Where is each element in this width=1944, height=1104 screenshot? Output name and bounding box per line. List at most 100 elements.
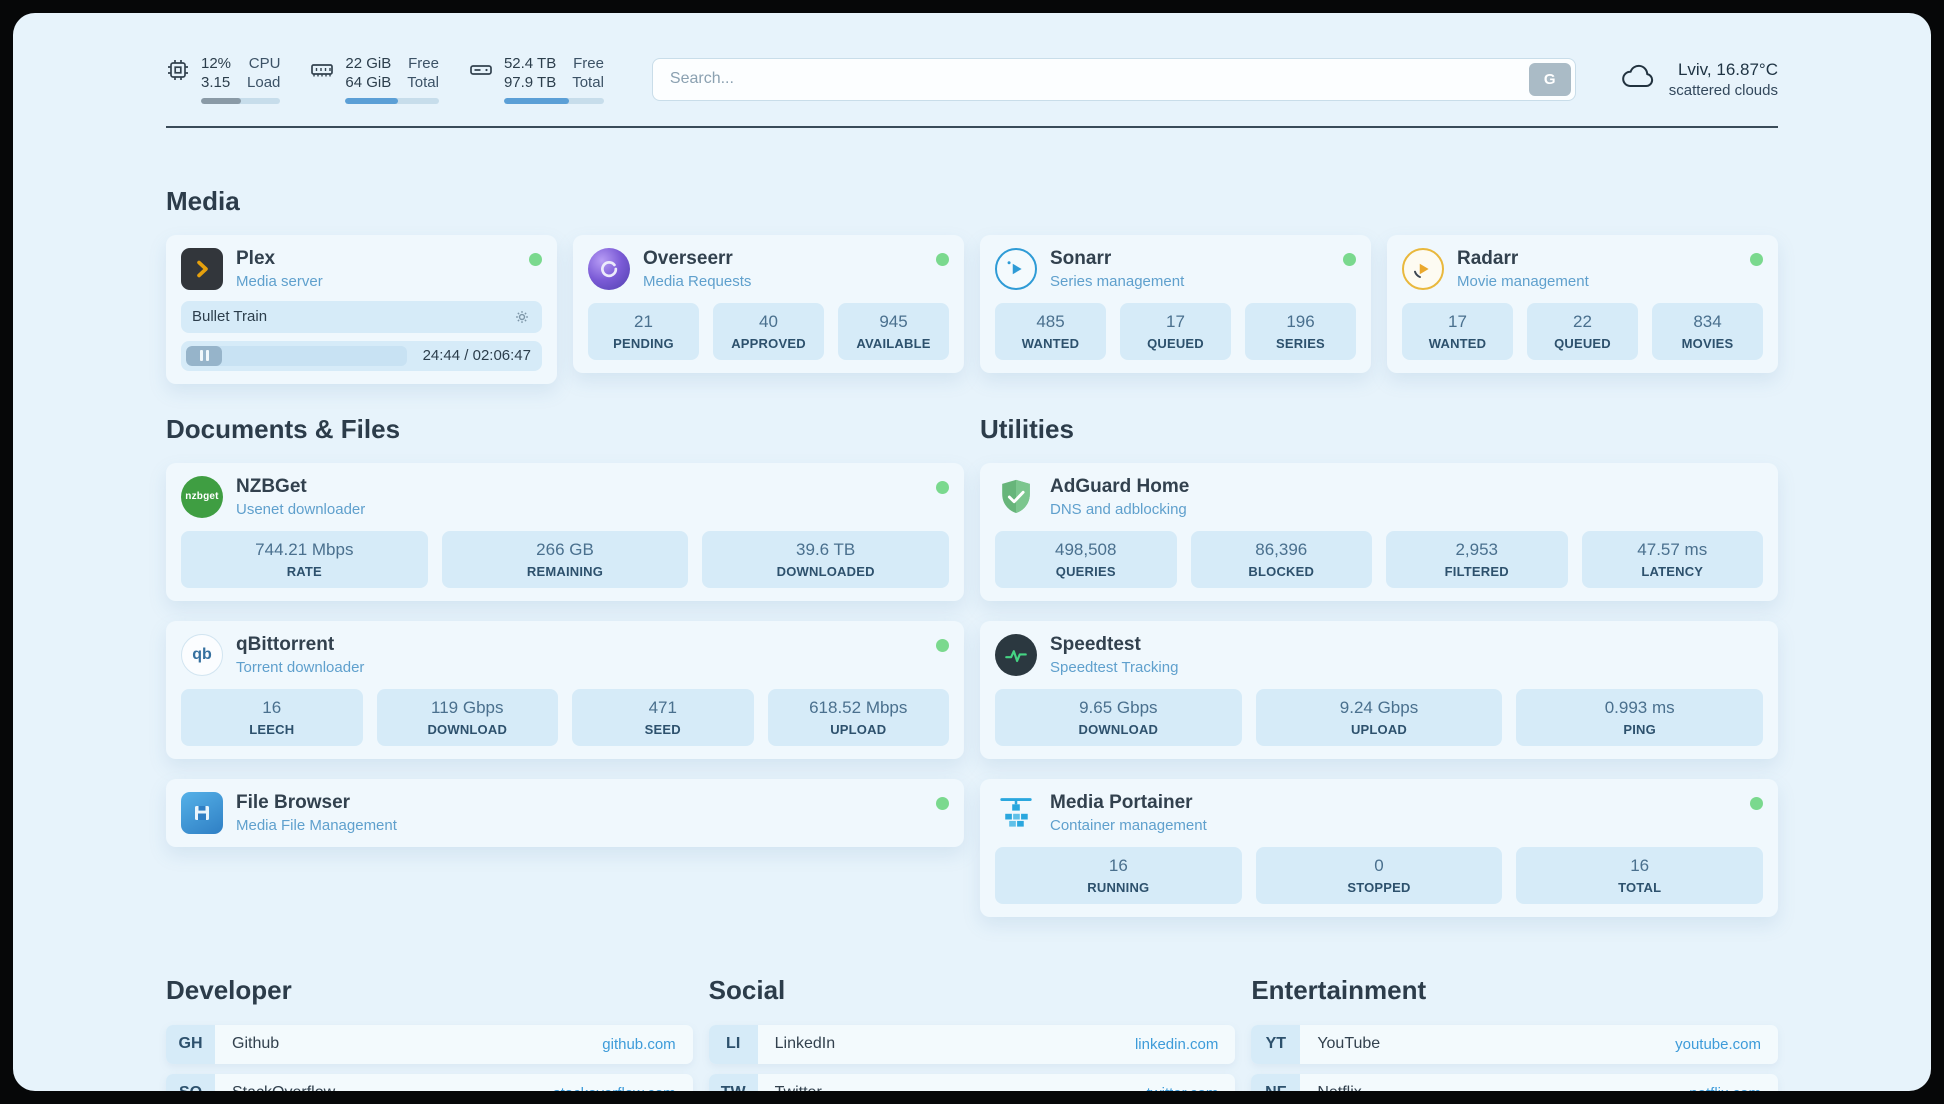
stat-label: RUNNING [1087, 879, 1150, 895]
bookmark-link-linkedin[interactable]: LI LinkedIn linkedin.com [708, 1024, 1236, 1064]
stat-value: 834 [1693, 311, 1722, 331]
service-card-portainer[interactable]: Media Portainer Container management 16 … [980, 778, 1778, 917]
service-subtitle: DNS and adblocking [1050, 500, 1187, 518]
stat-label: TOTAL [1618, 879, 1662, 895]
stat-label: AVAILABLE [856, 335, 931, 351]
search-input[interactable] [651, 57, 1576, 101]
bookmark-group-entertainment: Entertainment YT YouTube youtube.com NF … [1251, 975, 1778, 1091]
stat-chip: 16 TOTAL [1516, 846, 1763, 904]
stat-value: 0 [1374, 855, 1384, 875]
pause-button[interactable] [186, 345, 222, 366]
bookmark-link-stackoverflow[interactable]: SO StackOverflow stackoverflow.com [166, 1073, 693, 1092]
service-card-qbittorrent[interactable]: qb qBittorrent Torrent downloader 16 [166, 620, 964, 759]
stat-value: 9.65 Gbps [1079, 697, 1158, 717]
ram-free-label: Free [408, 55, 439, 72]
section-documents: Documents & Files nzbget NZBGet Usenet d… [166, 414, 964, 847]
service-subtitle: Movie management [1457, 272, 1589, 290]
service-card-nzbget[interactable]: nzbget NZBGet Usenet downloader 744.21 M… [166, 462, 964, 601]
stat-label: SEED [644, 721, 681, 737]
qbittorrent-icon: qb [181, 633, 223, 676]
section-title-developer: Developer [166, 974, 292, 1005]
weather-condition: scattered clouds [1668, 81, 1778, 99]
stat-label: MOVIES [1681, 335, 1734, 351]
search-engine-button[interactable]: G [1528, 62, 1571, 96]
stat-chip: 618.52 Mbps UPLOAD [767, 688, 949, 746]
stat-label: UPLOAD [830, 721, 887, 737]
overseerr-icon [588, 247, 630, 290]
stat-label: DOWNLOAD [1078, 721, 1159, 737]
stat-chip: 16 RUNNING [995, 846, 1242, 904]
bookmark-url: youtube.com [1675, 1035, 1761, 1053]
service-name: qBittorrent [236, 633, 335, 655]
stat-label: DOWNLOAD [427, 721, 508, 737]
stat-chip: 0 STOPPED [1255, 846, 1503, 904]
service-name: Radarr [1457, 247, 1519, 269]
service-name: Speedtest [1050, 633, 1141, 655]
gear-icon[interactable] [513, 308, 531, 326]
bookmark-link-youtube[interactable]: YT YouTube youtube.com [1251, 1024, 1778, 1064]
stat-chip: 744.21 Mbps RATE [181, 530, 428, 588]
status-indicator [936, 480, 949, 494]
service-card-speedtest[interactable]: Speedtest Speedtest Tracking 9.65 Gbps D… [980, 620, 1778, 759]
stat-chip: 834 MOVIES [1652, 302, 1763, 360]
section-utilities: Utilities [980, 414, 1778, 917]
section-title-media: Media [166, 185, 240, 216]
disk-total-value: 97.9 TB [503, 74, 557, 92]
stat-value: 16 [262, 697, 282, 717]
bookmark-group-social: Social LI LinkedIn linkedin.com TW Twitt… [708, 974, 1236, 1092]
bookmark-name: Twitter [775, 1084, 822, 1091]
bookmark-url: twitter.com [1147, 1085, 1219, 1092]
service-card-overseerr[interactable]: Overseerr Media Requests 21 PENDING 40 A… [573, 234, 964, 373]
now-playing-widget: Bullet Train [181, 300, 542, 371]
status-indicator [529, 252, 542, 266]
stat-label: DOWNLOADED [776, 563, 875, 579]
bookmark-url: github.com [602, 1035, 676, 1053]
stat-chip: 17 WANTED [1402, 302, 1513, 360]
stat-label: WANTED [1428, 335, 1487, 351]
bookmark-name: Github [232, 1035, 280, 1052]
service-subtitle: Usenet downloader [236, 500, 366, 518]
stat-value: 471 [648, 697, 677, 717]
service-card-adguard[interactable]: AdGuard Home DNS and adblocking 498,508 … [980, 462, 1778, 601]
bookmark-link-twitter[interactable]: TW Twitter twitter.com [708, 1073, 1236, 1092]
bookmark-url: stackoverflow.com [553, 1085, 676, 1092]
nzbget-icon: nzbget [181, 475, 223, 518]
stat-label: PING [1623, 721, 1656, 737]
service-card-sonarr[interactable]: Sonarr Series management 485 WANTED 17 Q… [980, 234, 1371, 373]
bookmark-abbr: TW [708, 1073, 758, 1091]
service-subtitle: Media Requests [643, 272, 752, 290]
cpu-progress-bar [201, 97, 281, 104]
ram-progress-bar [345, 97, 439, 104]
service-card-filebrowser[interactable]: File Browser Media File Management [166, 778, 964, 847]
stat-label: WANTED [1021, 335, 1080, 351]
section-title-documents: Documents & Files [166, 413, 401, 444]
stat-value: 266 GB [536, 539, 594, 559]
cloud-icon [1620, 62, 1656, 97]
disk-free-label: Free [573, 55, 604, 72]
stat-chip: 9.65 Gbps DOWNLOAD [995, 688, 1242, 746]
service-name: NZBGet [236, 475, 307, 497]
stat-value: 9.24 Gbps [1339, 697, 1419, 717]
stat-label: PENDING [613, 335, 674, 351]
disk-icon [469, 58, 493, 87]
stat-label: LEECH [249, 721, 295, 737]
bookmark-link-github[interactable]: GH Github github.com [166, 1024, 693, 1064]
stat-chip: 945 AVAILABLE [838, 302, 949, 360]
weather-widget[interactable]: Lviv, 16.87°C scattered clouds [1620, 60, 1778, 99]
cpu-label: CPU [248, 55, 281, 72]
playback-progress: 24:44 / 02:06:47 [181, 340, 542, 371]
stat-chip: 47.57 ms LATENCY [1581, 530, 1763, 588]
stat-chip: 39.6 TB DOWNLOADED [702, 530, 949, 588]
stat-label: SERIES [1276, 335, 1325, 351]
section-title-social: Social [708, 974, 786, 1005]
service-card-radarr[interactable]: Radarr Movie management 17 WANTED 22 QUE… [1387, 234, 1778, 373]
stat-label: LATENCY [1641, 563, 1704, 579]
stat-chip: 21 PENDING [588, 302, 699, 360]
status-indicator [936, 796, 949, 810]
status-indicator [936, 252, 949, 266]
service-card-plex[interactable]: Plex Media server Bullet Train [166, 234, 557, 384]
service-subtitle: Series management [1050, 272, 1185, 290]
bookmark-link-netflix[interactable]: NF Netflix netflix.com [1251, 1073, 1778, 1091]
progress-track[interactable] [186, 345, 407, 366]
disk-monitor: 52.4 TB Free 97.9 TB Total [469, 55, 604, 104]
